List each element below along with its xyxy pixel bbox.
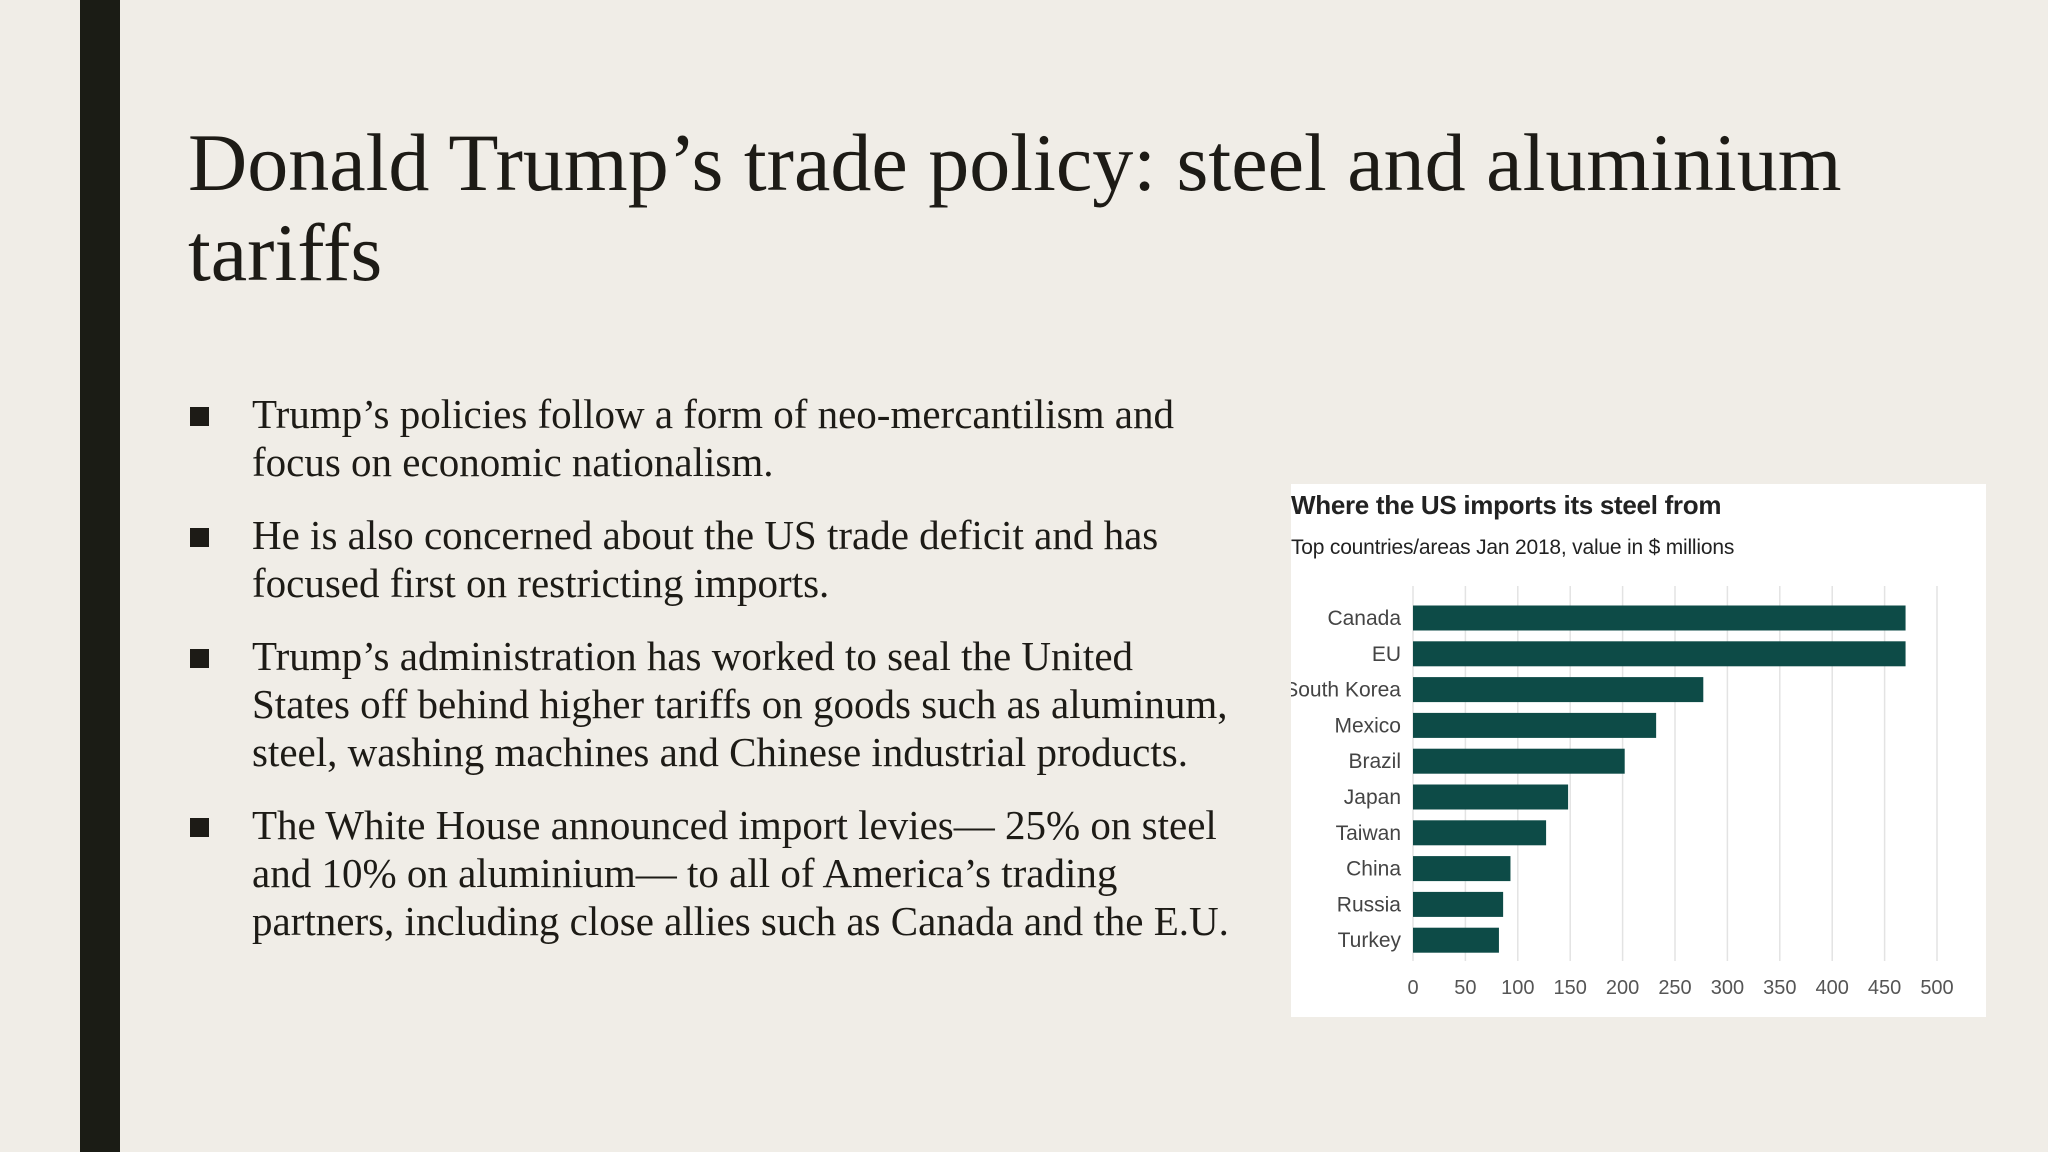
x-tick-label: 50 — [1454, 977, 1476, 999]
bar — [1413, 820, 1547, 846]
category-label: Mexico — [1334, 714, 1401, 737]
x-tick-label: 500 — [1920, 977, 1953, 999]
bar — [1413, 605, 1906, 631]
category-label: Russia — [1337, 893, 1402, 916]
x-tick-label: 400 — [1816, 977, 1849, 999]
category-label: Japan — [1344, 786, 1401, 809]
square-bullet-icon — [190, 649, 209, 668]
square-bullet-icon — [190, 407, 209, 426]
chart-title: Where the US imports its steel from — [1291, 490, 1722, 520]
steel-imports-chart: Where the US imports its steel from Top … — [1291, 484, 1986, 1017]
category-label: South Korea — [1291, 679, 1401, 702]
bullet-text: Trump’s policies follow a form of neo-me… — [252, 391, 1174, 485]
bullet-item: The White House announced import levies—… — [188, 801, 1238, 945]
category-label: Canada — [1327, 607, 1401, 630]
bar — [1413, 927, 1499, 953]
bar — [1413, 856, 1511, 882]
x-tick-label: 0 — [1407, 977, 1418, 999]
bar — [1413, 712, 1657, 738]
bar — [1413, 784, 1569, 810]
x-tick-label: 250 — [1658, 977, 1691, 999]
bar — [1413, 891, 1504, 917]
bullet-text: He is also concerned about the US trade … — [252, 512, 1159, 606]
category-label: China — [1346, 858, 1401, 881]
category-label: Brazil — [1348, 750, 1401, 773]
bullet-list: Trump’s policies follow a form of neo-me… — [188, 390, 1238, 970]
chart-subtitle: Top countries/areas Jan 2018, value in $… — [1291, 536, 1735, 559]
bullet-item: He is also concerned about the US trade … — [188, 511, 1238, 607]
x-tick-label: 100 — [1501, 977, 1534, 999]
left-accent-bar — [80, 0, 120, 1152]
bullet-text: Trump’s administration has worked to sea… — [252, 633, 1228, 775]
category-label: Taiwan — [1336, 822, 1401, 845]
x-tick-label: 150 — [1554, 977, 1587, 999]
bullet-item: Trump’s policies follow a form of neo-me… — [188, 390, 1238, 486]
bar — [1413, 641, 1906, 667]
category-label: Turkey — [1338, 929, 1402, 952]
square-bullet-icon — [190, 818, 209, 837]
bar-chart-plot: 0 50 100 150 200 250 300 350 400 450 500 Canada EU So… — [1291, 586, 1954, 999]
x-tick-label: 450 — [1868, 977, 1901, 999]
category-label: EU — [1372, 643, 1401, 666]
x-tick-label: 350 — [1763, 977, 1796, 999]
x-tick-label: 300 — [1711, 977, 1744, 999]
bullet-item: Trump’s administration has worked to sea… — [188, 632, 1238, 776]
square-bullet-icon — [190, 528, 209, 547]
bar — [1413, 748, 1625, 774]
slide-title: Donald Trump’s trade policy: steel and a… — [188, 117, 1842, 298]
x-tick-label: 200 — [1606, 977, 1639, 999]
bar — [1413, 677, 1704, 703]
bullet-text: The White House announced import levies—… — [252, 802, 1229, 944]
